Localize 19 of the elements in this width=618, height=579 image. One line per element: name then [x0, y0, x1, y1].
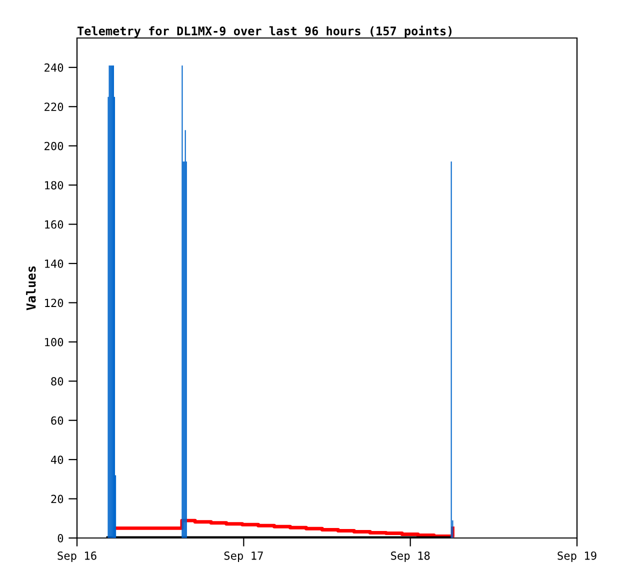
y-tick-label: 100: [45, 338, 64, 346]
x-tick-label: Sep 19: [558, 551, 596, 562]
y-tick-label: 160: [45, 220, 64, 229]
y-tick-label: 200: [44, 142, 64, 150]
x-tick-label: Sep 17: [224, 551, 263, 562]
y-tick-label: 240: [44, 63, 64, 72]
x-tick-label: Sep 18: [391, 551, 430, 562]
y-axis-title: Values: [26, 266, 36, 310]
y-tick-label: 180: [45, 181, 64, 190]
chart-title: Telemetry for DL1MX-9 over last 96 hours (157 points): [78, 26, 452, 38]
y-tick-label: 40: [50, 456, 64, 464]
y-tick-label: 220: [44, 102, 64, 112]
y-tick-label: 0: [58, 534, 64, 542]
y-tick-label: 80: [51, 377, 64, 386]
y-tick-label: 20: [51, 494, 64, 504]
x-tick-label: Sep 16: [58, 551, 96, 562]
y-tick-label: 60: [51, 416, 64, 425]
y-tick-label: 120: [45, 298, 64, 308]
y-tick-label: 140: [45, 259, 64, 268]
